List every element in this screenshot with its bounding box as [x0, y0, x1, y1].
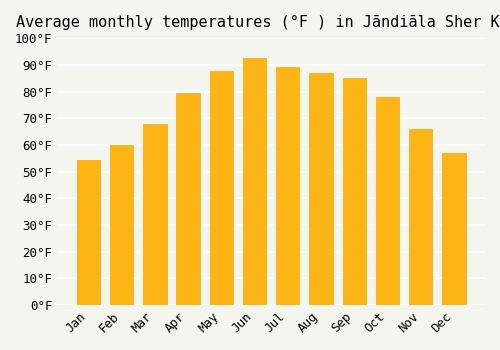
Bar [110, 145, 134, 305]
Bar [144, 124, 167, 305]
Title: Average monthly temperatures (°F ) in Jāndiāla Sher Khān: Average monthly temperatures (°F ) in Jā… [16, 15, 500, 30]
Bar [210, 71, 233, 305]
Bar [409, 129, 432, 305]
Bar [77, 160, 100, 305]
Bar [276, 68, 299, 305]
Bar [376, 97, 399, 305]
Bar [176, 93, 200, 305]
Bar [310, 73, 332, 305]
Bar [442, 153, 466, 305]
Bar [243, 58, 266, 305]
Bar [342, 78, 366, 305]
